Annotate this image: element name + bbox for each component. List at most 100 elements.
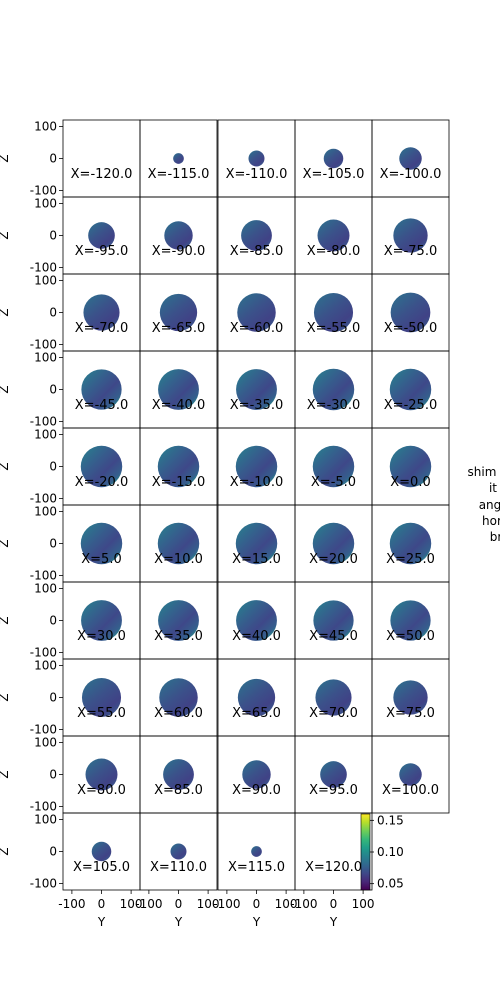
disk-heatmap (159, 678, 198, 717)
x-axis-label: Y (252, 915, 261, 929)
disk-heatmap (312, 445, 355, 488)
panel-label: X=105.0 (73, 860, 130, 875)
disk-heatmap (235, 522, 278, 565)
panel: X=35.0 (139, 581, 218, 660)
disk-heatmap (236, 600, 277, 641)
y-tick-label: 0 (49, 460, 57, 474)
disk-heatmap (170, 843, 187, 860)
disk-heatmap (315, 679, 352, 716)
panel: X=90.0 (217, 735, 296, 814)
side-text-line: it (489, 481, 497, 495)
disk-heatmap (241, 220, 272, 251)
disk-heatmap (88, 222, 115, 249)
colorbar-tick-label: 0.05 (377, 877, 404, 891)
panel-label: X=60.0 (154, 706, 203, 721)
panel-label: X=35.0 (154, 629, 203, 644)
x-tick-label: -100 (290, 897, 317, 911)
y-tick-label: 100 (34, 196, 57, 210)
disk-heatmap (81, 677, 122, 718)
disk-heatmap (237, 293, 276, 332)
panel: X=0.0 (371, 427, 450, 506)
disk-heatmap (158, 369, 199, 410)
panel: X=-10.0 (217, 427, 296, 506)
panels-layer: X=-120.0 100 0 -100 Z X=-115.0 X=-110.0 X=-105.… (0, 119, 450, 929)
disk-heatmap (313, 292, 354, 333)
panel: X=60.0 (139, 658, 218, 737)
panel-label: X=-70.0 (75, 321, 128, 336)
panel-label: X=-80.0 (307, 244, 360, 259)
side-text-line: shim (468, 465, 497, 479)
panel: X=-85.0 (217, 196, 296, 275)
panel: X=65.0 (217, 658, 296, 737)
colorbar-bar (360, 813, 371, 891)
panel: X=-55.0 (294, 273, 373, 352)
panel-label: X=10.0 (154, 552, 203, 567)
x-tick-label: -100 (135, 897, 162, 911)
x-tick-label: -100 (213, 897, 240, 911)
panel: X=30.0 100 0 -100 Z (0, 581, 141, 660)
panel: X=110.0 -100 0 100 Y (135, 812, 220, 929)
panel-label: X=5.0 (81, 552, 121, 567)
disk-heatmap (389, 368, 432, 411)
panel: X=5.0 100 0 -100 Z (0, 504, 141, 583)
y-tick-label: 0 (49, 537, 57, 551)
disk-heatmap (313, 600, 354, 641)
disk-heatmap (242, 760, 271, 789)
panel: X=-40.0 (139, 350, 218, 429)
y-tick-label: -100 (30, 877, 57, 891)
y-tick-label: 100 (34, 812, 57, 826)
panel: X=10.0 (139, 504, 218, 583)
disk-heatmap (312, 522, 355, 565)
y-axis-label: Z (0, 308, 11, 316)
panel: X=-50.0 (371, 273, 450, 352)
disk-heatmap (393, 680, 428, 715)
disk-heatmap (390, 600, 431, 641)
x-tick-label: 0 (330, 897, 338, 911)
panel-label: X=50.0 (386, 629, 435, 644)
panel: X=20.0 (294, 504, 373, 583)
panel-label: X=110.0 (150, 860, 207, 875)
x-axis-label: Y (329, 915, 338, 929)
y-tick-label: 100 (34, 427, 57, 441)
panel-label: X=-110.0 (226, 167, 288, 182)
disk-heatmap (317, 219, 350, 252)
panel-label: X=-65.0 (152, 321, 205, 336)
y-tick-label: 100 (34, 350, 57, 364)
panel: X=45.0 (294, 581, 373, 660)
disk-heatmap (393, 218, 428, 253)
panel: X=105.0 100 0 -100 Z -100 0 100 Y (0, 812, 143, 929)
x-tick-label: 100 (120, 897, 143, 911)
panel-label: X=-20.0 (75, 475, 128, 490)
disk-heatmap (81, 600, 122, 641)
panel-label: X=15.0 (232, 552, 281, 567)
disk-heatmap (320, 761, 347, 788)
panel: X=85.0 (139, 735, 218, 814)
panel-label: X=-10.0 (230, 475, 283, 490)
panel-label: X=-55.0 (307, 321, 360, 336)
panel: X=55.0 100 0 -100 Z (0, 658, 141, 737)
x-tick-label: -100 (58, 897, 85, 911)
panel-label: X=0.0 (390, 475, 430, 490)
panel-label: X=-115.0 (148, 167, 210, 182)
disk-heatmap (173, 153, 184, 164)
panel-label: X=-45.0 (75, 398, 128, 413)
panel: X=70.0 (294, 658, 373, 737)
panel-label: X=20.0 (309, 552, 358, 567)
panel-label: X=-105.0 (303, 167, 365, 182)
y-tick-label: 0 (49, 614, 57, 628)
panel: X=-110.0 (217, 119, 296, 198)
panel: X=-45.0 100 0 -100 Z (0, 350, 141, 429)
disk-heatmap (389, 522, 432, 565)
panel: X=-105.0 (294, 119, 373, 198)
disk-heatmap (159, 293, 198, 332)
panel-label: X=-30.0 (307, 398, 360, 413)
panel: X=-100.0 (371, 119, 450, 198)
panel-label: X=85.0 (154, 783, 203, 798)
disk-heatmap (323, 148, 344, 169)
panel-label: X=65.0 (232, 706, 281, 721)
panel: X=50.0 (371, 581, 450, 660)
disk-heatmap (251, 846, 262, 857)
y-tick-label: 100 (34, 581, 57, 595)
y-axis-label: Z (0, 693, 11, 701)
y-tick-label: 0 (49, 768, 57, 782)
